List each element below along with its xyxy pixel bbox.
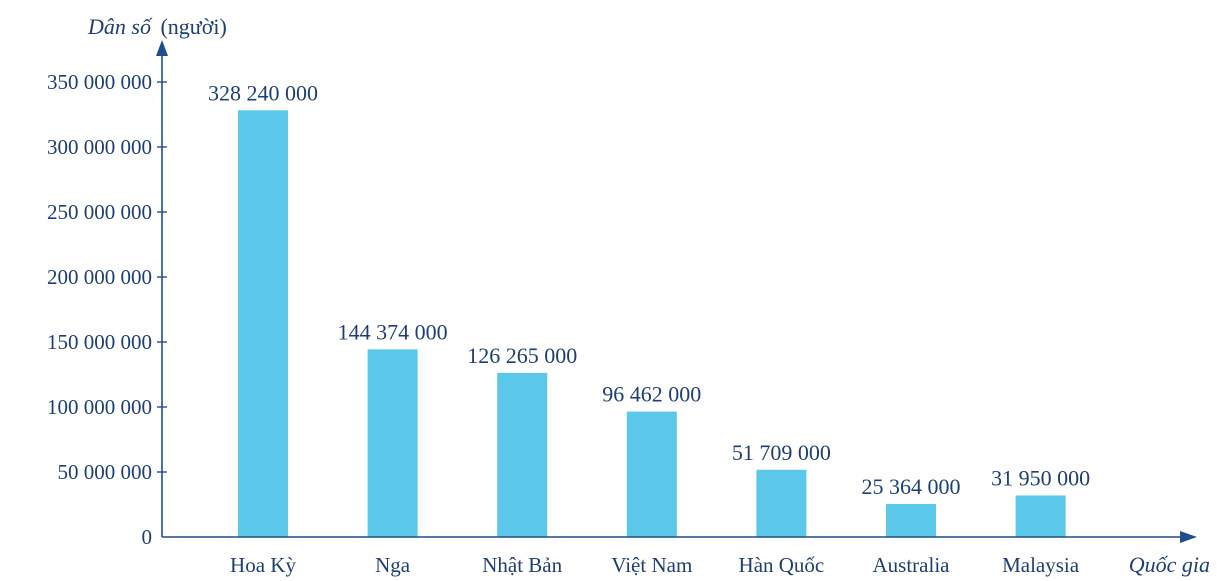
y-tick-label: 300 000 000	[47, 135, 152, 159]
y-axis-title-unit: (người)	[160, 14, 226, 39]
category-label: Nhật Bản	[482, 553, 562, 577]
bar	[1015, 495, 1066, 537]
x-axis	[162, 531, 1197, 543]
bar-value-label: 144 374 000	[338, 319, 448, 344]
y-axis-title: Dân số (người)	[87, 14, 227, 39]
y-axis-title-main: Dân số	[87, 14, 153, 39]
y-tick-label: 0	[142, 525, 153, 549]
bars-group	[238, 110, 1066, 538]
y-tick-label: 200 000 000	[47, 265, 152, 289]
category-label: Malaysia	[1002, 553, 1080, 577]
x-labels-group: Hoa Kỳ Nga Nhật Bản Việt Nam Hàn Quốc Austral…	[230, 553, 1080, 577]
category-label: Hàn Quốc	[739, 553, 825, 577]
y-axis	[156, 40, 168, 537]
category-label: Hoa Kỳ	[230, 553, 296, 577]
bar	[756, 469, 807, 537]
bar-value-label: 328 240 000	[208, 80, 318, 105]
bar-value-label: 25 364 000	[862, 474, 961, 499]
y-tick-label: 350 000 000	[47, 70, 152, 94]
y-axis-arrow-icon	[156, 40, 168, 56]
bar	[238, 110, 288, 538]
bar	[626, 411, 677, 537]
value-labels-group: 328 240 000 144 374 000 126 265 000 96 462 …	[208, 80, 1090, 499]
y-tick-label: 100 000 000	[47, 395, 152, 419]
category-label: Việt Nam	[611, 553, 692, 577]
x-axis-arrow-icon	[1180, 531, 1197, 543]
bar	[497, 372, 548, 537]
x-axis-title: Quốc gia	[1129, 552, 1210, 577]
bar-value-label: 126 265 000	[467, 343, 577, 368]
bar	[886, 504, 936, 537]
y-tick-label: 50 000 000	[58, 460, 153, 484]
bar-value-label: 51 709 000	[732, 440, 831, 465]
bar-value-label: 96 462 000	[602, 382, 701, 407]
y-ticks-group: 0 50 000 000 100 000 000 150 000 000 200 000…	[47, 70, 167, 549]
bar-value-label: 31 950 000	[991, 465, 1090, 490]
category-label: Nga	[375, 553, 411, 577]
y-tick-label: 250 000 000	[47, 200, 152, 224]
y-tick-label: 150 000 000	[47, 330, 152, 354]
bar	[367, 349, 418, 537]
category-label: Australia	[873, 553, 951, 577]
